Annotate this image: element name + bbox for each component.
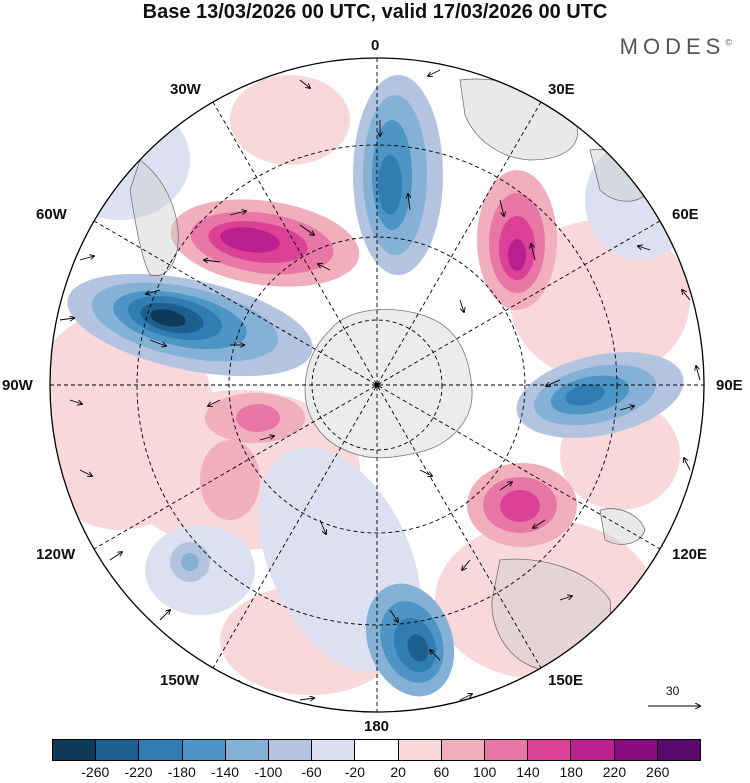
copyright-mark: © [725,37,732,48]
colorbar-tick-label: -140 [211,764,240,780]
colorbar-tick-label: 140 [516,764,540,780]
lon-label-90w: 90W [2,377,33,394]
colorbar-ticks: -260 -220 -180 -140 -100 -60 -20 20 60 100 140 180 2… [52,764,701,782]
wind-vectors [59,70,701,700]
colorbar-tick-label: -180 [167,764,196,780]
colorbar-tick-label: 260 [646,764,670,780]
lon-label-120w: 120W [36,546,76,563]
colorbar-swatch [484,740,528,760]
lon-label-60w: 60W [36,206,67,223]
colorbar-swatch [527,740,571,760]
colorbar-swatch [440,740,485,760]
anomaly-centers [67,75,684,697]
colorbar-tick-label: -20 [344,764,365,780]
colorbar-swatch [138,740,182,760]
lon-label-0: 0 [371,37,380,54]
lon-label-90e: 90E [716,377,743,394]
colorbar-tick-label: -100 [254,764,283,780]
colorbar-tick-label: -60 [301,764,322,780]
colorbar-swatch [268,740,312,760]
colorbar-swatch [95,740,139,760]
colorbar-swatch [354,740,398,760]
colorbar-tick-label: 20 [390,764,406,780]
colorbar-swatch [656,740,701,760]
lon-label-150e: 150E [548,672,584,689]
colorbar-swatch [570,740,614,760]
colorbar-swatch [53,740,96,760]
colorbar-swatch [224,740,269,760]
colorbar-tick-label: 180 [559,764,583,780]
colorbar-tick-label: -260 [81,764,110,780]
colorbar-tick-label: 60 [433,764,450,780]
colorbar-tick-label: 220 [602,764,627,780]
colorbar-tick-label: 100 [472,764,497,780]
modes-logo: MODES© [620,34,732,60]
colorbar-swatch [613,740,657,760]
colorbar-swatch [397,740,441,760]
graticule [50,58,704,712]
lon-label-180: 180 [364,718,390,735]
antarctica-landmass [304,309,473,459]
colorbar [52,739,701,761]
lon-label-30w: 30W [170,81,201,98]
colorbar-swatch [311,740,355,760]
lon-label-30e: 30E [548,81,575,98]
lon-label-120e: 120E [672,546,708,563]
map-title: Base 13/03/2026 00 UTC, valid 17/03/2026… [142,1,608,23]
colorbar-swatch [181,740,225,760]
brand-name: MODES [619,34,726,59]
lon-label-60e: 60E [672,206,699,223]
lon-label-150w: 150W [160,672,200,689]
colorbar-tick-label: -220 [124,764,153,780]
vector-scale-label: 30 [666,684,680,698]
